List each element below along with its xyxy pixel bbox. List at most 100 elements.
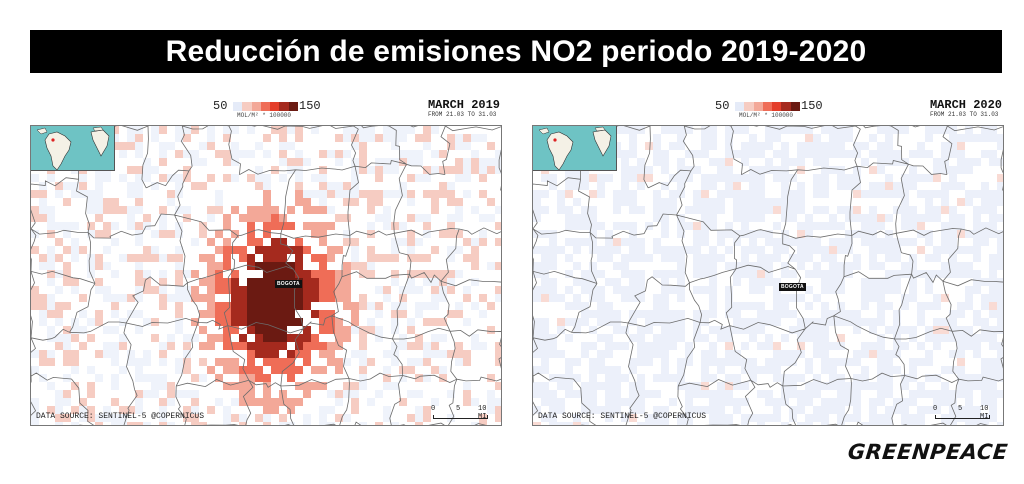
no2-cell bbox=[797, 238, 805, 246]
no2-cell bbox=[725, 246, 733, 254]
no2-cell bbox=[431, 334, 439, 342]
no2-cell bbox=[351, 238, 359, 246]
no2-cell bbox=[263, 406, 271, 414]
no2-cell bbox=[143, 350, 151, 358]
no2-cell bbox=[431, 246, 439, 254]
no2-cell bbox=[757, 142, 765, 150]
no2-cell bbox=[111, 382, 119, 390]
no2-cell bbox=[533, 390, 541, 398]
no2-cell bbox=[565, 374, 573, 382]
no2-cell bbox=[909, 262, 917, 270]
no2-cell bbox=[597, 182, 605, 190]
no2-cell bbox=[613, 310, 621, 318]
no2-cell bbox=[159, 350, 167, 358]
no2-cell bbox=[191, 422, 199, 425]
no2-cell bbox=[869, 214, 877, 222]
no2-cell bbox=[973, 422, 981, 425]
no2-cell bbox=[207, 270, 215, 278]
no2-cell bbox=[95, 174, 103, 182]
no2-cell bbox=[231, 342, 239, 350]
no2-cell bbox=[653, 238, 661, 246]
no2-cell bbox=[917, 270, 925, 278]
no2-cell bbox=[885, 406, 893, 414]
period-month: MARCH 2019 bbox=[427, 98, 500, 112]
no2-cell bbox=[613, 142, 621, 150]
no2-cell bbox=[941, 150, 949, 158]
no2-cell bbox=[287, 334, 295, 342]
no2-cell bbox=[319, 414, 327, 422]
no2-cell bbox=[821, 406, 829, 414]
no2-cell bbox=[765, 254, 773, 262]
no2-cell bbox=[549, 182, 557, 190]
no2-cell bbox=[685, 358, 693, 366]
no2-cell bbox=[837, 422, 845, 425]
no2-cell bbox=[311, 382, 319, 390]
no2-cell bbox=[479, 294, 487, 302]
no2-cell bbox=[47, 382, 55, 390]
no2-cell bbox=[861, 238, 869, 246]
no2-cell bbox=[821, 222, 829, 230]
no2-cell bbox=[669, 126, 677, 134]
no2-cell bbox=[191, 374, 199, 382]
no2-cell bbox=[343, 294, 351, 302]
no2-cell bbox=[773, 238, 781, 246]
no2-cell bbox=[741, 174, 749, 182]
no2-cell bbox=[837, 286, 845, 294]
no2-cell bbox=[901, 406, 909, 414]
no2-cell bbox=[327, 150, 335, 158]
no2-cell bbox=[207, 214, 215, 222]
data-source-credit: DATA SOURCE: SENTINEL-5 @COPERNICUS bbox=[538, 412, 707, 421]
no2-cell bbox=[701, 334, 709, 342]
no2-cell bbox=[845, 398, 853, 406]
no2-cell bbox=[247, 390, 255, 398]
no2-cell bbox=[471, 158, 479, 166]
no2-cell bbox=[661, 350, 669, 358]
no2-cell bbox=[893, 310, 901, 318]
no2-cell bbox=[367, 254, 375, 262]
no2-cell bbox=[439, 230, 447, 238]
no2-cell bbox=[621, 150, 629, 158]
no2-cell bbox=[215, 198, 223, 206]
no2-cell bbox=[741, 254, 749, 262]
no2-cell bbox=[119, 206, 127, 214]
no2-cell bbox=[997, 238, 1003, 246]
no2-cell bbox=[549, 398, 557, 406]
no2-cell bbox=[183, 174, 191, 182]
no2-cell bbox=[103, 246, 111, 254]
no2-cell bbox=[989, 302, 997, 310]
no2-cell bbox=[621, 398, 629, 406]
no2-cell bbox=[541, 206, 549, 214]
no2-cell bbox=[669, 190, 677, 198]
no2-cell bbox=[805, 286, 813, 294]
no2-cell bbox=[877, 398, 885, 406]
no2-cell bbox=[789, 214, 797, 222]
no2-cell bbox=[733, 262, 741, 270]
no2-cell bbox=[167, 230, 175, 238]
no2-cell bbox=[877, 294, 885, 302]
no2-cell bbox=[597, 174, 605, 182]
no2-cell bbox=[829, 358, 837, 366]
no2-cell bbox=[103, 326, 111, 334]
no2-cell bbox=[423, 214, 431, 222]
no2-cell bbox=[255, 310, 263, 318]
no2-cell bbox=[749, 366, 757, 374]
no2-cell bbox=[629, 166, 637, 174]
no2-cell bbox=[319, 286, 327, 294]
no2-cell bbox=[167, 422, 175, 425]
no2-cell bbox=[709, 374, 717, 382]
no2-cell bbox=[39, 190, 47, 198]
no2-cell bbox=[367, 230, 375, 238]
no2-cell bbox=[303, 206, 311, 214]
no2-cell bbox=[845, 246, 853, 254]
no2-cell bbox=[893, 158, 901, 166]
no2-cell bbox=[765, 142, 773, 150]
no2-cell bbox=[789, 206, 797, 214]
no2-cell bbox=[781, 182, 789, 190]
no2-cell bbox=[255, 214, 263, 222]
no2-cell bbox=[893, 286, 901, 294]
no2-cell bbox=[781, 302, 789, 310]
no2-cell bbox=[813, 238, 821, 246]
no2-cell bbox=[463, 238, 471, 246]
no2-cell bbox=[877, 158, 885, 166]
no2-cell bbox=[709, 142, 717, 150]
